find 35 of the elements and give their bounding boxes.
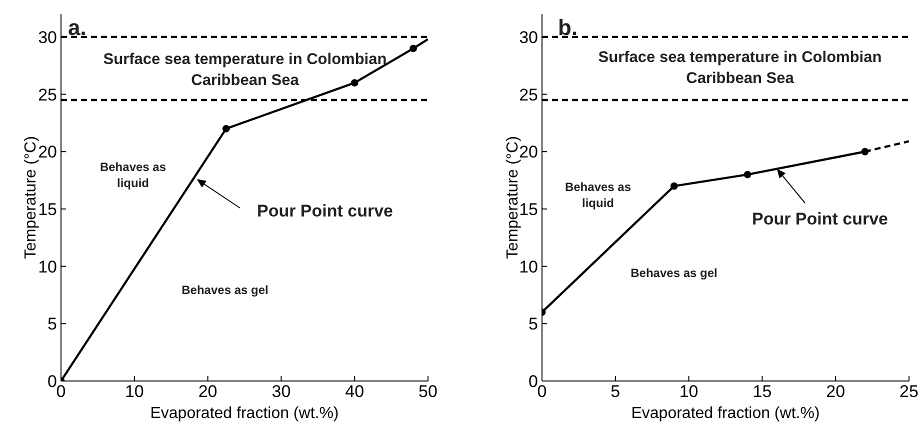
y-tick-label: 30 bbox=[519, 28, 538, 47]
x-tick-label: 20 bbox=[198, 382, 218, 402]
y-tick-label: 25 bbox=[38, 85, 57, 104]
x-tick-label: 30 bbox=[272, 382, 291, 402]
annotation: Pour Point curve bbox=[750, 208, 890, 231]
y-tick-label: 10 bbox=[519, 257, 538, 276]
x-tick-label: 5 bbox=[610, 382, 620, 402]
annotation: Pour Point curve bbox=[256, 200, 394, 223]
annotation: Surface sea temperature in Colombian Caribbean Sea bbox=[102, 50, 388, 91]
x-tick-label: 50 bbox=[418, 382, 438, 402]
y-tick-label: 5 bbox=[528, 314, 538, 334]
y-tick-label: 30 bbox=[38, 28, 57, 47]
y-axis-title: Temperature (°C) bbox=[22, 136, 40, 259]
annotation: Behaves as gel bbox=[180, 282, 270, 298]
x-tick-label: 10 bbox=[124, 382, 144, 402]
x-axis-title: Evaporated fraction (wt.%) bbox=[631, 405, 820, 422]
annotation: Behaves as liquid bbox=[98, 158, 168, 192]
x-tick-label: 20 bbox=[826, 382, 846, 402]
y-axis-title: Temperature (°C) bbox=[504, 136, 522, 259]
x-tick-label: 15 bbox=[752, 382, 772, 402]
x-tick-label: 40 bbox=[345, 382, 364, 402]
annotation: Surface sea temperature in Colombian Caribbean Sea bbox=[597, 48, 883, 89]
annotation: Behaves as gel bbox=[630, 264, 718, 282]
y-tick-label: 20 bbox=[38, 142, 57, 162]
annotation: Behaves as liquid bbox=[564, 178, 632, 212]
y-tick-label: 10 bbox=[38, 257, 57, 276]
y-tick-label: 5 bbox=[48, 314, 57, 334]
x-axis-title: Evaporated fraction (wt.%) bbox=[150, 405, 339, 422]
annotation: b. bbox=[558, 14, 579, 42]
y-tick-label: 15 bbox=[519, 200, 538, 220]
y-tick-label: 15 bbox=[38, 200, 57, 220]
y-tick-label: 25 bbox=[519, 85, 538, 104]
x-tick-label: 10 bbox=[679, 382, 698, 402]
annotation: a. bbox=[68, 14, 88, 42]
x-tick-label: 25 bbox=[900, 382, 918, 402]
